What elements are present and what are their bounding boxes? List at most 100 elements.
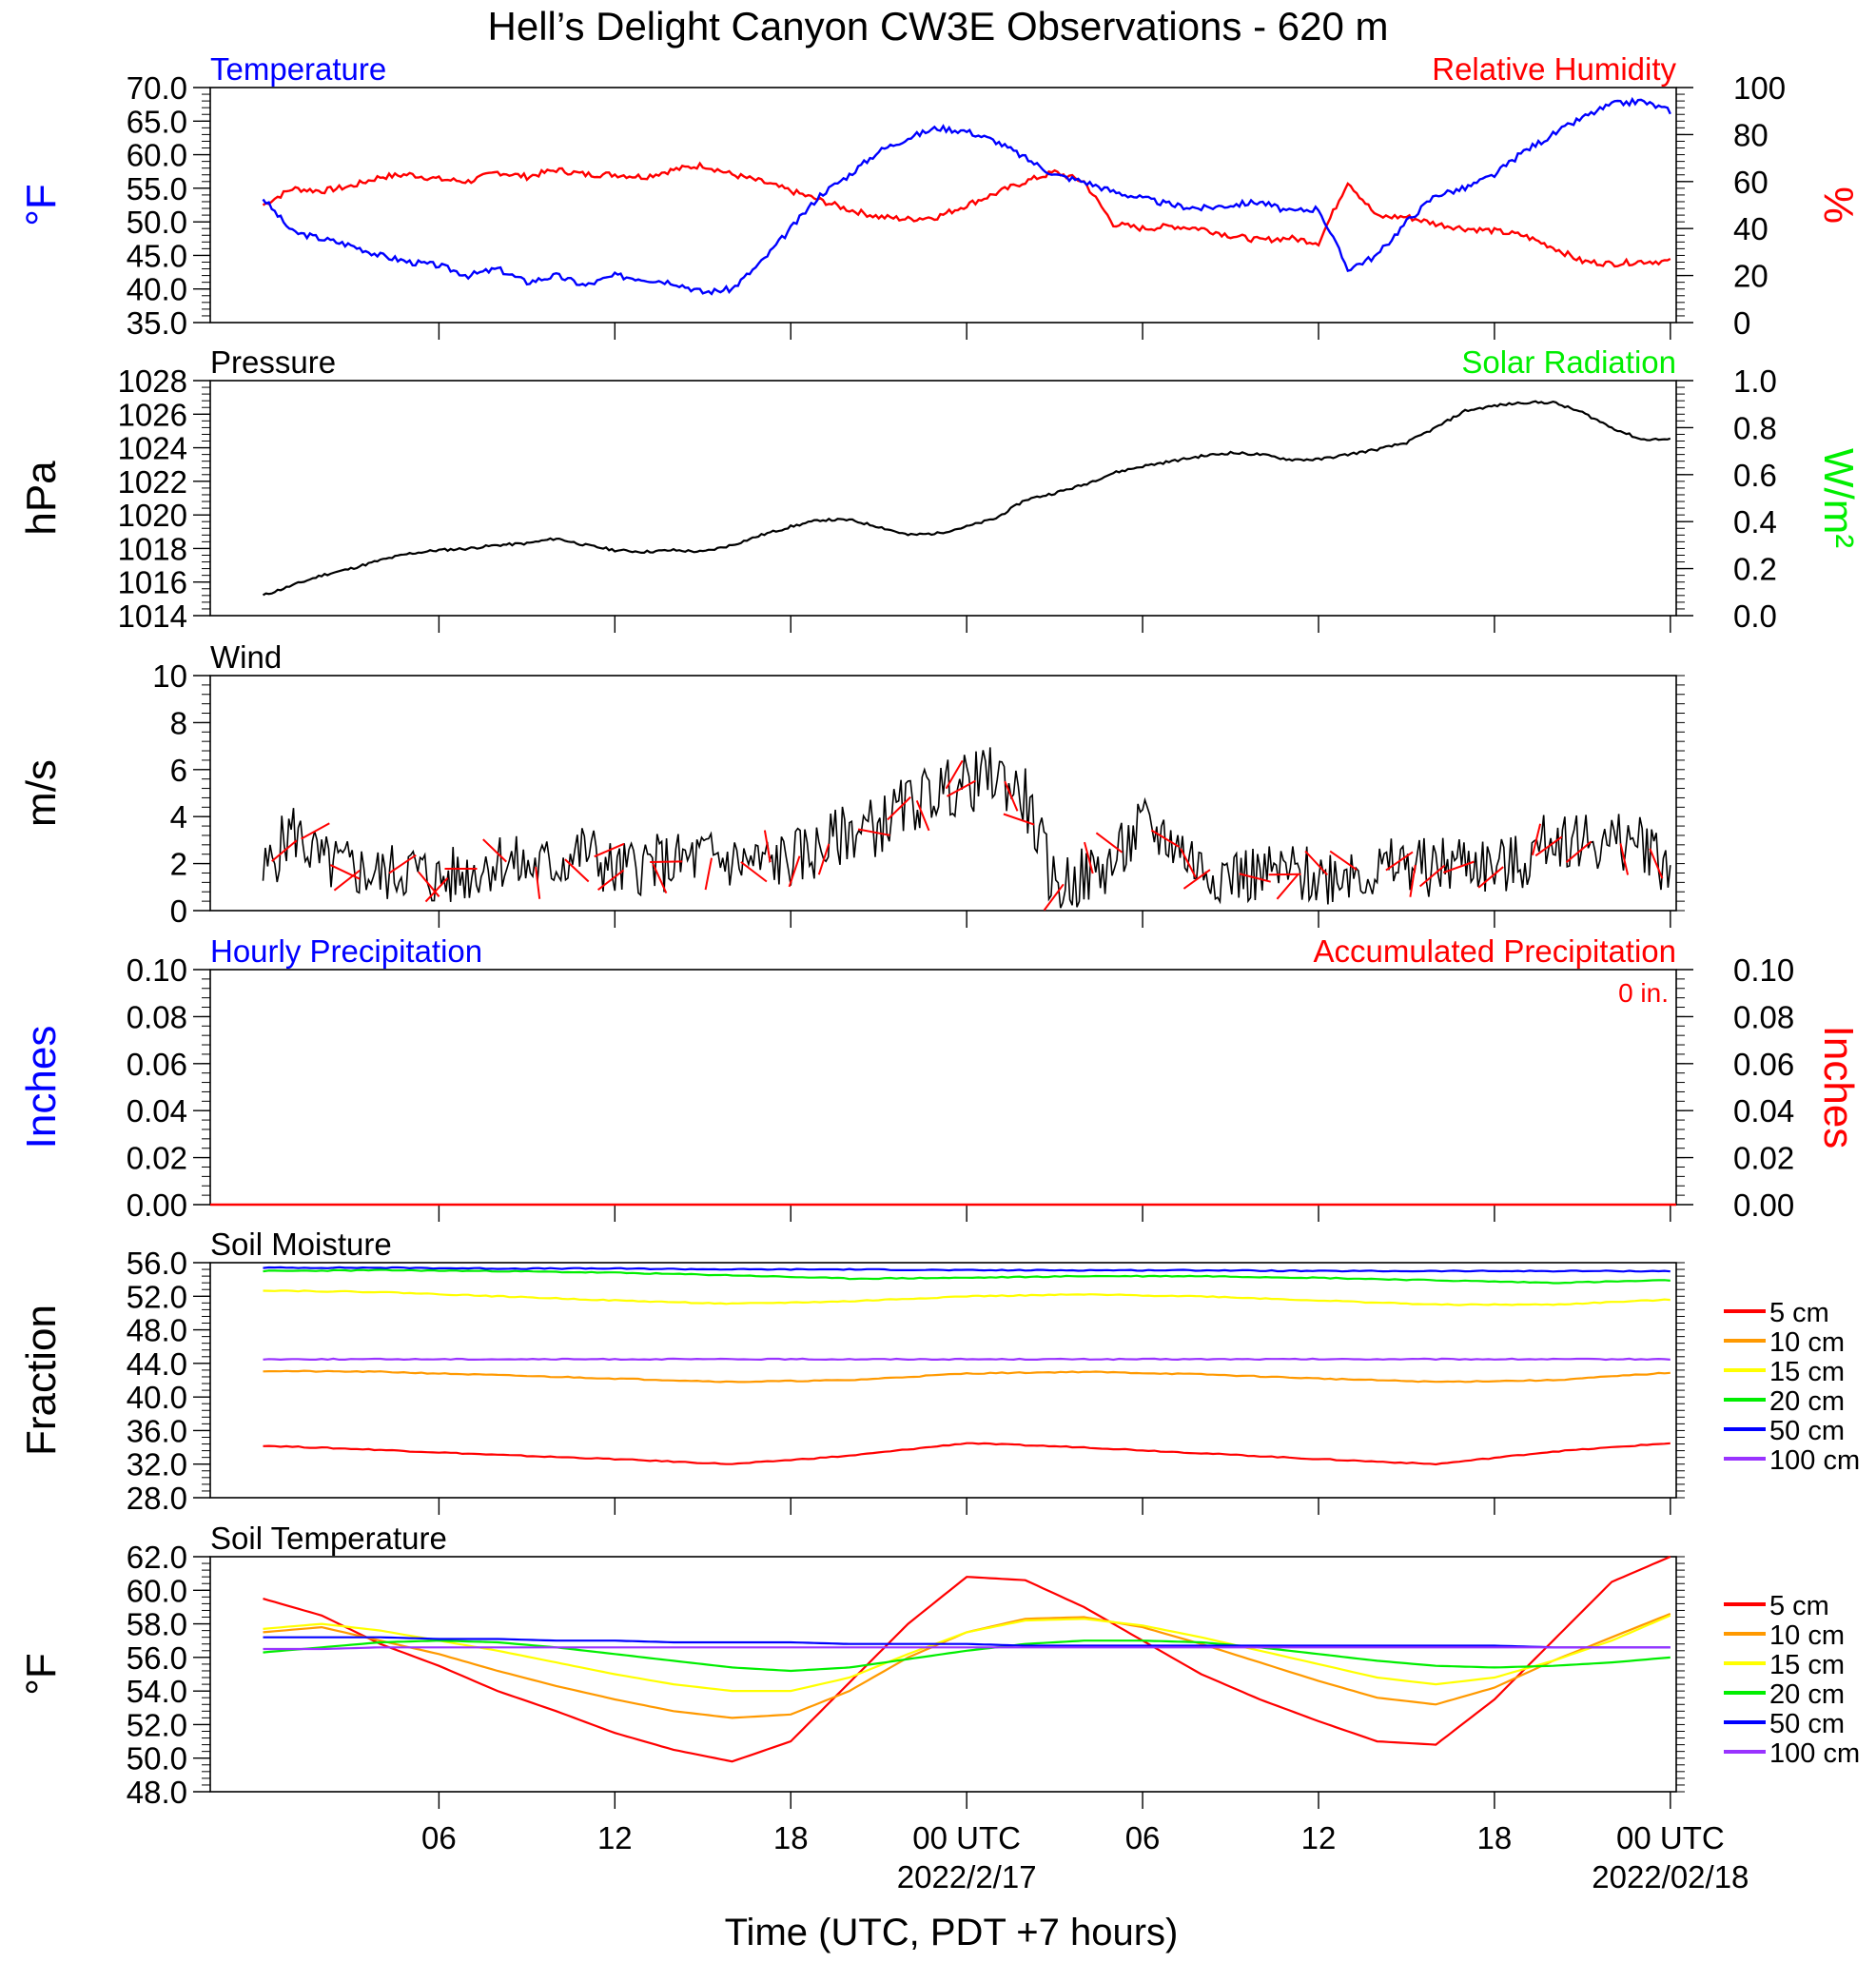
temp_rh-right-title: Relative Humidity [1432, 51, 1676, 87]
x-tick-label: 06 [421, 1820, 457, 1855]
x-date-label: 2022/2/17 [897, 1859, 1037, 1894]
pressure-y2-tick-label: 1.0 [1733, 363, 1777, 399]
soil_temp-legend-label: 50 cm [1769, 1709, 1845, 1739]
temp_rh-y-tick-label: 60.0 [127, 138, 187, 173]
precip-y-tick-label: 0.08 [127, 999, 187, 1034]
wind-y-axis-label: m/s [18, 759, 65, 827]
precip-y-tick-label: 0.10 [127, 952, 187, 988]
soil_moisture-legend-label: 5 cm [1769, 1298, 1829, 1328]
pressure-y2-tick-label: 0.6 [1733, 458, 1777, 493]
pressure-y-axis-label: hPa [18, 461, 65, 536]
soil_temp-y-axis-label: °F [18, 1653, 65, 1695]
precip-y2-tick-label: 0.06 [1733, 1047, 1794, 1082]
temp_rh-y-tick-label: 65.0 [127, 104, 187, 139]
soil_moisture-y-tick-label: 36.0 [127, 1413, 187, 1448]
soil_temp-y-tick-label: 58.0 [127, 1607, 187, 1642]
temp_rh-y-tick-label: 45.0 [127, 238, 187, 273]
wind-y-tick-label: 0 [170, 893, 187, 929]
x-tick-label: 12 [597, 1820, 633, 1855]
precip-y2-axis-label: Inches [1815, 1026, 1862, 1149]
pressure-y2-tick-label: 0.0 [1733, 599, 1777, 634]
temp_rh-y2-tick-label: 20 [1733, 259, 1769, 294]
soil_moisture-legend-label: 20 cm [1769, 1386, 1845, 1417]
x-tick-label: 18 [1477, 1820, 1513, 1855]
wind-barb [650, 861, 682, 862]
x-tick-label: 06 [1125, 1820, 1161, 1855]
soil_temp-y-tick-label: 50.0 [127, 1741, 187, 1777]
soil_temp-title: Soil Temperature [210, 1521, 447, 1556]
precip-y2-tick-label: 0.08 [1733, 999, 1794, 1034]
soil_moisture-title: Soil Moisture [210, 1227, 392, 1262]
soil_moisture-y-tick-label: 48.0 [127, 1313, 187, 1348]
soil_temp-y-tick-label: 60.0 [127, 1573, 187, 1608]
soil_moisture-legend-label: 10 cm [1769, 1327, 1845, 1358]
pressure-title: Pressure [210, 344, 336, 380]
wind-barb [1269, 874, 1301, 875]
pressure-y-tick-label: 1024 [118, 431, 187, 466]
temp_rh-title: Temperature [210, 51, 386, 87]
pressure-y-tick-label: 1028 [118, 363, 187, 399]
soil_temp-y-tick-label: 56.0 [127, 1640, 187, 1676]
soil_moisture-legend-label: 50 cm [1769, 1416, 1845, 1446]
pressure-y-tick-label: 1026 [118, 397, 187, 432]
accumulated-precipitation-total: 0 in. [1618, 978, 1669, 1008]
precip-y2-tick-label: 0.10 [1733, 952, 1794, 988]
pressure-y2-axis-label: W/m² [1815, 448, 1862, 548]
precip-y-tick-label: 0.02 [127, 1141, 187, 1176]
soil_moisture-y-tick-label: 32.0 [127, 1447, 187, 1482]
soil_moisture-y-tick-label: 28.0 [127, 1481, 187, 1516]
x-tick-label: 18 [773, 1820, 809, 1855]
soil-moisture-100cm-line [264, 1359, 1671, 1360]
precip-y-tick-label: 0.00 [127, 1188, 187, 1223]
temp_rh-y-tick-label: 35.0 [127, 305, 187, 341]
temp_rh-y2-tick-label: 0 [1733, 305, 1750, 341]
wind-y-tick-label: 6 [170, 753, 187, 788]
pressure-right-title: Solar Radiation [1461, 344, 1676, 380]
x-tick-label: 12 [1301, 1820, 1337, 1855]
x-tick-label: 00 UTC [1616, 1820, 1725, 1855]
soil_temp-legend-label: 20 cm [1769, 1679, 1845, 1710]
pressure-y-tick-label: 1022 [118, 464, 187, 500]
soil_moisture-legend-label: 100 cm [1769, 1445, 1860, 1476]
pressure-y-tick-label: 1014 [118, 599, 187, 634]
temp_rh-y-tick-label: 70.0 [127, 70, 187, 106]
x-axis-label: Time (UTC, PDT +7 hours) [725, 1912, 1179, 1953]
wind-y-tick-label: 8 [170, 705, 187, 740]
soil_moisture-y-tick-label: 44.0 [127, 1346, 187, 1382]
soil_moisture-y-tick-label: 40.0 [127, 1380, 187, 1415]
temp_rh-y-axis-label: °F [18, 184, 65, 226]
wind-y-tick-label: 4 [170, 799, 187, 834]
chart-title: Hell’s Delight Canyon CW3E Observations … [488, 4, 1389, 49]
soil_temp-y-tick-label: 48.0 [127, 1775, 187, 1810]
precip-y-tick-label: 0.06 [127, 1047, 187, 1082]
wind-y-tick-label: 10 [152, 658, 187, 694]
soil_temp-legend-label: 15 cm [1769, 1650, 1845, 1680]
temp_rh-y2-tick-label: 40 [1733, 211, 1769, 246]
x-date-label: 2022/02/18 [1592, 1859, 1749, 1894]
x-tick-label: 00 UTC [912, 1820, 1021, 1855]
soil_temp-legend-label: 100 cm [1769, 1738, 1860, 1769]
temp_rh-y2-tick-label: 100 [1733, 70, 1786, 106]
pressure-y-tick-label: 1016 [118, 565, 187, 600]
soil_moisture-y-tick-label: 52.0 [127, 1279, 187, 1314]
temp_rh-y2-axis-label: % [1815, 186, 1862, 224]
pressure-y-tick-label: 1018 [118, 531, 187, 566]
precip-y-axis-label: Inches [18, 1026, 65, 1149]
soil_temp-legend-label: 10 cm [1769, 1620, 1845, 1651]
precip-title: Hourly Precipitation [210, 933, 482, 969]
soil_moisture-y-axis-label: Fraction [18, 1305, 65, 1456]
soil_temp-legend-label: 5 cm [1769, 1591, 1829, 1621]
temp_rh-y-tick-label: 40.0 [127, 272, 187, 307]
pressure-y2-tick-label: 0.2 [1733, 552, 1777, 587]
pressure-y2-tick-label: 0.4 [1733, 504, 1777, 540]
temp_rh-y-tick-label: 55.0 [127, 171, 187, 206]
soil_temp-y-tick-label: 62.0 [127, 1540, 187, 1575]
pressure-y-tick-label: 1020 [118, 498, 187, 533]
temp_rh-y2-tick-label: 80 [1733, 117, 1769, 152]
soil_moisture-legend-label: 15 cm [1769, 1357, 1845, 1387]
temp_rh-y-tick-label: 50.0 [127, 205, 187, 240]
pressure-y2-tick-label: 0.8 [1733, 410, 1777, 445]
precip-y2-tick-label: 0.04 [1733, 1093, 1794, 1129]
